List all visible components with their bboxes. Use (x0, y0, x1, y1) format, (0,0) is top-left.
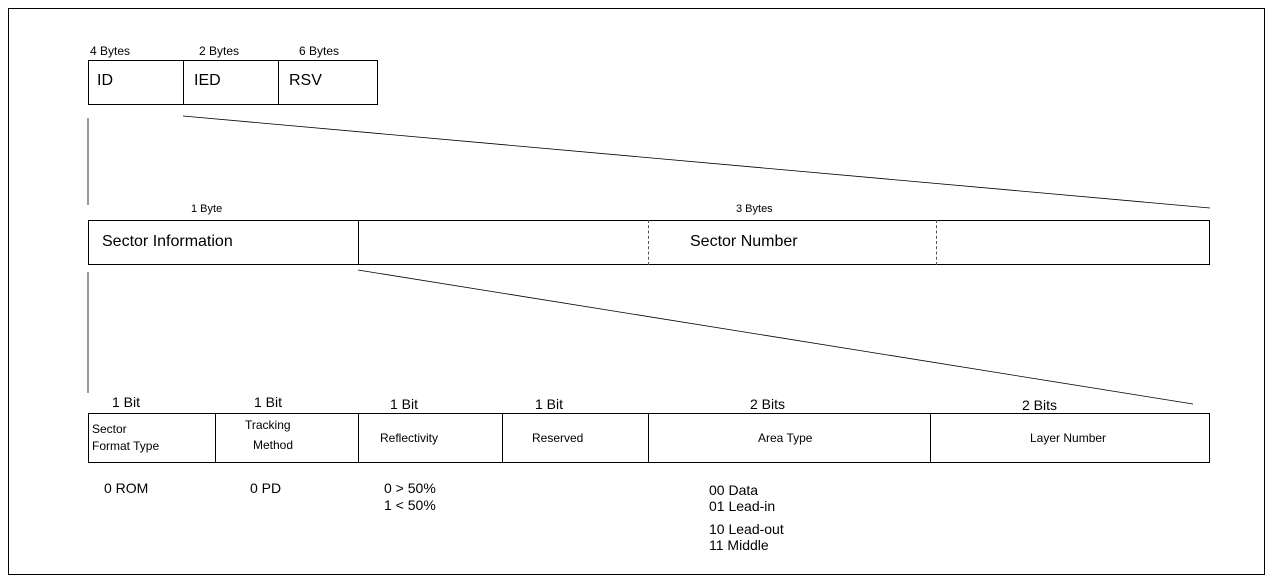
value-reflectivity-0: 0 > 50% (384, 480, 436, 496)
divider-id-ied (183, 60, 184, 105)
byte-divider-2 (936, 220, 937, 265)
value-area-type-11: 11 Middle (709, 537, 769, 553)
field-sector-number: Sector Number (690, 233, 798, 250)
expand-line-bottom-right (357, 269, 1194, 405)
size-label-sector-format-type: 1 Bit (112, 394, 141, 410)
size-label-ied: 2 Bytes (199, 44, 240, 58)
field-area-type: Area Type (758, 431, 813, 445)
divider-ied-rsv (278, 60, 279, 105)
size-label-rsv: 6 Bytes (299, 44, 340, 58)
value-sector-format-rom: 0 ROM (104, 480, 149, 496)
size-label-reserved: 1 Bit (535, 396, 564, 412)
expand-line-top-right (182, 115, 1211, 209)
size-label-sector-information: 1 Byte (191, 203, 223, 215)
divider-bit-2 (358, 413, 359, 463)
field-layer-number: Layer Number (1030, 431, 1107, 445)
divider-bit-4 (648, 413, 649, 463)
field-sector-information: Sector Information (102, 233, 233, 250)
divider-info-number (358, 220, 359, 265)
size-label-reflectivity: 1 Bit (390, 396, 419, 412)
field-ied: IED (194, 72, 221, 89)
value-reflectivity-1: 1 < 50% (384, 497, 436, 513)
divider-bit-6 (930, 413, 931, 463)
sector-info-row (88, 413, 1210, 463)
size-label-id: 4 Bytes (90, 44, 131, 58)
field-id: ID (97, 72, 113, 89)
field-sector-format-type-line-2: Format Type (92, 439, 160, 453)
field-reserved: Reserved (532, 431, 584, 445)
divider-bit-1 (215, 413, 216, 463)
field-sector-format-type-line-1: Sector (92, 422, 127, 436)
field-rsv: RSV (289, 72, 322, 89)
size-label-layer-number: 2 Bits (1022, 397, 1058, 413)
value-tracking-pd: 0 PD (250, 480, 282, 496)
byte-divider-1 (648, 220, 649, 265)
field-tracking-method-line-1: Tracking (245, 418, 291, 432)
field-tracking-method-line-2: Method (253, 438, 294, 452)
size-label-area-type: 2 Bits (750, 396, 786, 412)
size-label-tracking-method: 1 Bit (254, 394, 283, 410)
diagram-frame (8, 8, 1265, 575)
size-label-sector-number: 3 Bytes (736, 203, 773, 215)
field-reflectivity: Reflectivity (380, 431, 439, 445)
value-area-type-00: 00 Data (709, 482, 759, 498)
value-area-type-10: 10 Lead-out (709, 521, 784, 537)
id-field-row (88, 220, 1210, 265)
header-field-row (88, 60, 378, 105)
value-area-type-01: 01 Lead-in (709, 498, 776, 514)
divider-bit-3 (502, 413, 503, 463)
